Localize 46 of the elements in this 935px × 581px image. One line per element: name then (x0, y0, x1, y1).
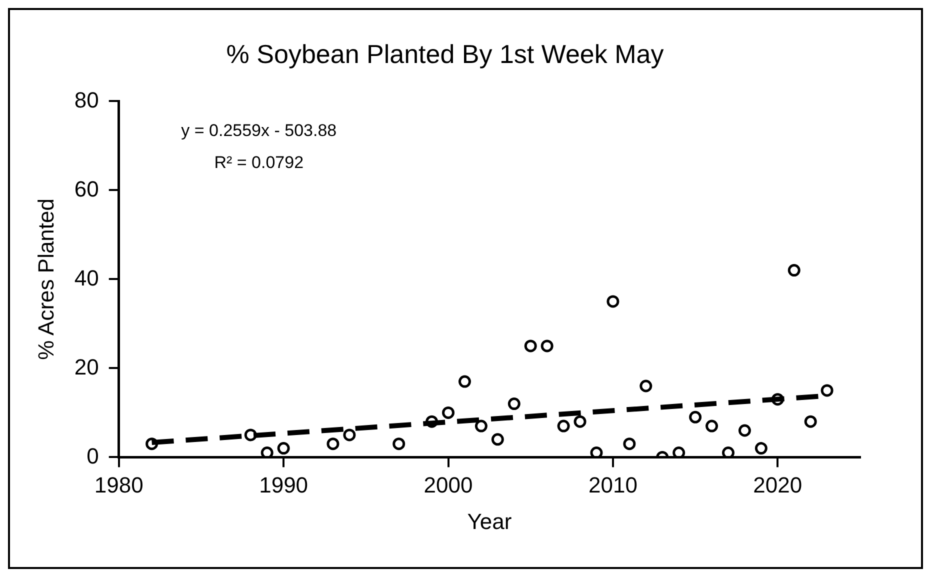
x-tick-label: 2000 (424, 472, 473, 498)
point (804, 415, 817, 428)
point (458, 375, 471, 388)
point (590, 446, 603, 458)
point (442, 406, 455, 419)
point (706, 420, 718, 432)
x-tick-label: 2010 (588, 472, 638, 498)
point (244, 428, 257, 442)
y-tick-label: 20 (74, 354, 99, 380)
point (343, 428, 356, 442)
point (788, 264, 800, 277)
point (557, 420, 570, 432)
y-axis-title: % Acres Planted (33, 198, 58, 360)
x-tick-label: 1980 (94, 472, 144, 498)
point (623, 438, 636, 450)
point (606, 295, 620, 308)
point (474, 420, 488, 432)
x-axis-title: Year (467, 508, 512, 534)
y-tick-label: 40 (74, 265, 99, 290)
annotation: R² = 0.0792 (214, 152, 304, 172)
point (508, 398, 520, 410)
y-tick-label: 0 (86, 443, 99, 468)
point (640, 380, 652, 392)
point (771, 393, 784, 406)
x-tick-label: 2020 (753, 472, 802, 498)
point (722, 446, 734, 458)
point (277, 442, 290, 455)
annotation: y = 0.2559x - 503.88 (181, 120, 337, 140)
point (738, 424, 751, 437)
point (689, 410, 702, 424)
x-tick-label: 1990 (259, 472, 308, 498)
point (574, 415, 586, 428)
point (672, 446, 686, 458)
point (540, 340, 554, 352)
point (491, 433, 504, 446)
chart-title: % Soybean Planted By 1st Week May (226, 38, 664, 69)
point (820, 384, 834, 397)
point (326, 438, 340, 450)
point (524, 340, 537, 352)
y-tick-label: 80 (74, 87, 99, 112)
point (754, 442, 768, 455)
y-tick-label: 60 (74, 176, 99, 202)
point (392, 438, 406, 450)
point (146, 438, 158, 450)
point (260, 446, 274, 458)
point (426, 415, 438, 428)
